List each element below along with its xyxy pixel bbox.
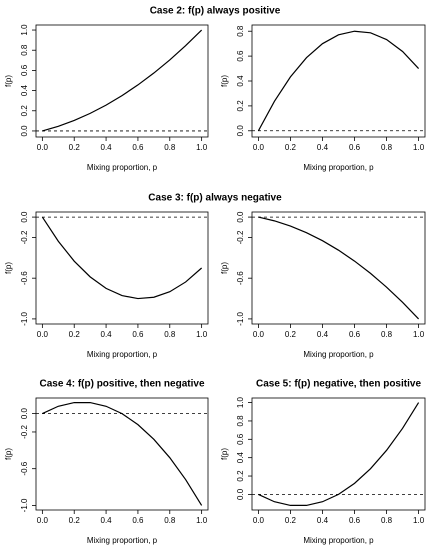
y-tick-label: 0.4	[236, 75, 245, 87]
y-tick-label: 0.0	[20, 407, 29, 419]
x-tick-label: 0.4	[101, 330, 113, 339]
plot-frame	[251, 24, 426, 138]
y-tick-label: 0.0	[236, 125, 245, 137]
y-axis-label: f(p)	[220, 75, 229, 87]
plot-frame	[35, 211, 209, 325]
x-tick-label: 0.6	[132, 516, 144, 525]
y-tick-label: -0.6	[20, 271, 29, 285]
x-tick-label: 0.0	[37, 330, 49, 339]
y-tick-label: 0.0	[236, 488, 245, 500]
chart-title: Case 5: f(p) negative, then positive	[256, 379, 421, 390]
x-tick-label: 0.4	[101, 516, 113, 525]
x-tick-label: 0.2	[69, 330, 81, 339]
y-axis-label: f(p)	[220, 262, 229, 274]
y-tick-label: 0.0	[20, 211, 29, 223]
x-tick-label: 0.2	[69, 143, 81, 152]
y-tick-label: 0.4	[236, 452, 245, 464]
x-axis-label: Mixing proportion, p	[87, 350, 158, 359]
x-tick-label: 0.4	[317, 516, 329, 525]
x-axis-label: Mixing proportion, p	[303, 536, 374, 545]
y-tick-label: -1.0	[236, 311, 245, 325]
chart-title: Case 2: f(p) always positive	[150, 6, 281, 17]
chart-title: Case 4: f(p) positive, then negative	[39, 379, 204, 390]
y-tick-label: -0.2	[20, 230, 29, 244]
y-tick-label: 0.2	[20, 105, 29, 117]
x-axis-label: Mixing proportion, p	[87, 536, 158, 545]
y-tick-label: 0.6	[236, 433, 245, 445]
x-tick-label: 1.0	[196, 330, 208, 339]
x-axis-label: Mixing proportion, p	[303, 163, 374, 172]
x-tick-label: 0.0	[37, 143, 49, 152]
x-tick-label: 0.8	[381, 143, 393, 152]
y-tick-label: 0.6	[236, 50, 245, 62]
x-tick-label: 0.2	[285, 516, 297, 525]
plot-frame	[35, 24, 209, 138]
x-tick-label: 1.0	[196, 516, 208, 525]
x-tick-label: 0.6	[349, 330, 361, 339]
plot-frame	[251, 211, 426, 325]
x-tick-label: 1.0	[196, 143, 208, 152]
x-tick-label: 0.2	[69, 516, 81, 525]
x-tick-label: 0.6	[132, 330, 144, 339]
y-tick-label: 0.0	[236, 211, 245, 223]
x-tick-label: 0.2	[285, 143, 297, 152]
x-tick-label: 0.0	[253, 516, 265, 525]
plot-frame	[35, 397, 209, 511]
x-tick-label: 0.2	[285, 330, 297, 339]
x-tick-label: 0.8	[164, 516, 176, 525]
y-axis-label: f(p)	[220, 448, 229, 460]
y-tick-label: 0.8	[236, 415, 245, 427]
x-tick-label: 0.0	[253, 330, 265, 339]
y-tick-label: 1.0	[20, 24, 29, 36]
x-tick-label: 0.4	[101, 143, 113, 152]
y-tick-label: -0.2	[20, 425, 29, 439]
plot-frame	[251, 397, 426, 511]
y-tick-label: -1.0	[20, 311, 29, 325]
y-tick-label: -0.6	[20, 461, 29, 475]
x-tick-label: 0.4	[317, 143, 329, 152]
x-tick-label: 0.6	[349, 516, 361, 525]
curve	[42, 29, 203, 132]
y-axis-label: f(p)	[4, 448, 13, 460]
x-tick-label: 0.8	[381, 516, 393, 525]
y-tick-label: -0.6	[236, 271, 245, 285]
y-tick-label: 0.4	[20, 84, 29, 96]
curve	[257, 30, 420, 132]
x-tick-label: 1.0	[413, 330, 425, 339]
y-tick-label: 0.2	[236, 470, 245, 482]
x-tick-label: 1.0	[413, 143, 425, 152]
x-tick-label: 0.6	[132, 143, 144, 152]
y-tick-label: -0.2	[236, 230, 245, 244]
chart-title: Case 3: f(p) always negative	[148, 193, 282, 204]
y-tick-label: -1.0	[20, 498, 29, 512]
y-tick-label: 0.8	[236, 25, 245, 37]
y-tick-label: 0.6	[20, 64, 29, 76]
y-tick-label: 0.8	[20, 44, 29, 56]
y-tick-label: 0.0	[20, 125, 29, 137]
x-tick-label: 0.0	[37, 516, 49, 525]
x-tick-label: 0.4	[317, 330, 329, 339]
x-axis-label: Mixing proportion, p	[303, 350, 374, 359]
curve	[41, 216, 203, 300]
curve	[258, 402, 420, 507]
x-tick-label: 0.0	[253, 143, 265, 152]
y-tick-label: 1.0	[236, 396, 245, 408]
y-axis-label: f(p)	[4, 75, 13, 87]
y-tick-label: 0.2	[236, 100, 245, 112]
x-axis-label: Mixing proportion, p	[87, 163, 158, 172]
curve	[42, 401, 203, 506]
x-tick-label: 0.6	[349, 143, 361, 152]
y-axis-label: f(p)	[4, 262, 13, 274]
curve	[258, 216, 420, 320]
x-tick-label: 0.8	[164, 330, 176, 339]
x-tick-label: 0.8	[381, 330, 393, 339]
x-tick-label: 0.8	[164, 143, 176, 152]
x-tick-label: 1.0	[413, 516, 425, 525]
